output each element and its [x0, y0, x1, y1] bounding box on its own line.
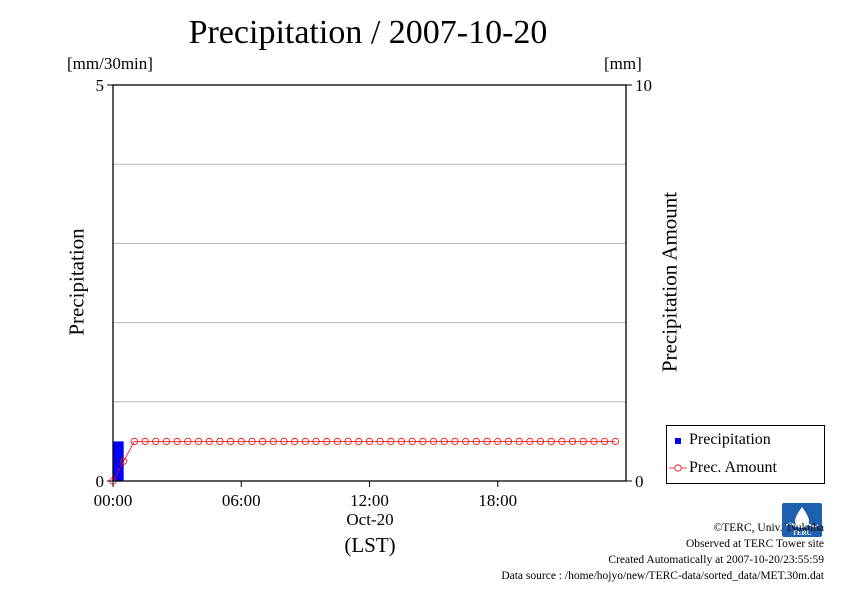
amount-point [259, 437, 267, 445]
amount-point [216, 437, 224, 445]
amount-point [120, 457, 128, 465]
amount-point [269, 437, 277, 445]
right-y-tick-label: 0 [635, 472, 644, 491]
amount-point [248, 437, 256, 445]
x-tick-label: 12:00 [350, 491, 389, 510]
amount-point [590, 437, 598, 445]
amount-point [483, 437, 491, 445]
amount-point [333, 437, 342, 445]
axis-ticks [107, 84, 632, 487]
credits: ©TERC, Univ. Tsukuba Observed at TERC To… [501, 520, 824, 584]
amount-point [558, 437, 566, 445]
amount-point [173, 437, 181, 445]
x-axis-date-label: Oct-20 [346, 510, 394, 529]
amount-point [462, 437, 470, 445]
amount-point [291, 437, 299, 445]
amount-point [376, 437, 384, 445]
x-tick-label: 06:00 [222, 491, 261, 510]
amount-point [130, 437, 138, 445]
chart-title: Precipitation / 2007-10-20 [188, 14, 548, 51]
amount-point [440, 437, 448, 445]
amount-point [152, 437, 160, 445]
right-y-tick-label: 10 [635, 76, 652, 95]
amount-markers [109, 437, 619, 485]
amount-point [504, 437, 513, 445]
amount-point [387, 437, 395, 445]
amount-point [494, 437, 502, 445]
amount-point [472, 437, 480, 445]
amount-line-path [112, 440, 616, 482]
amount-point [323, 437, 331, 445]
amount-point [611, 437, 619, 445]
gridlines [113, 163, 626, 403]
legend-amount-swatch [669, 464, 687, 472]
amount-point [205, 437, 213, 445]
amount-point [280, 437, 288, 445]
left-axis-unit: [mm/30min] [67, 54, 153, 73]
legend: Precipitation Prec. Amount [666, 425, 825, 484]
amount-point [526, 437, 534, 445]
amount-point [344, 437, 352, 445]
amount-point [226, 437, 235, 445]
amount-line [112, 440, 616, 482]
terc-logo: TERC [782, 503, 822, 537]
x-tick-label: 18:00 [478, 491, 517, 510]
amount-point [365, 437, 374, 445]
plot-frame [112, 84, 627, 482]
amount-point [237, 437, 245, 445]
legend-amount-label: Prec. Amount [689, 459, 777, 476]
amount-point [451, 437, 459, 445]
amount-point [547, 437, 555, 445]
amount-point [194, 437, 203, 445]
amount-point [536, 437, 545, 445]
precipitation-bar [113, 441, 124, 481]
amount-point [568, 437, 577, 445]
right-axis-unit: [mm] [604, 54, 642, 73]
left-y-tick-label: 5 [96, 76, 105, 95]
logo-text: TERC [792, 529, 811, 537]
amount-point [301, 437, 309, 445]
amount-point [579, 437, 587, 445]
left-y-tick-label: 0 [96, 472, 105, 491]
source-text: Data source : /home/hojyo/new/TERC-data/… [501, 570, 824, 582]
amount-point [141, 437, 149, 445]
copyright-text: ©TERC, Univ. Tsukuba [713, 522, 824, 534]
x-axis-label: (LST) [344, 533, 396, 557]
amount-point [312, 437, 320, 445]
amount-point [601, 437, 609, 445]
amount-point [397, 437, 406, 445]
axis-tick-labels: 00:00 06:00 12:00 18:00 0 5 0 10 [94, 76, 652, 510]
amount-point [408, 437, 416, 445]
legend-precipitation-swatch [675, 438, 681, 444]
amount-point [419, 437, 427, 445]
observed-text: Observed at TERC Tower site [685, 538, 824, 550]
created-text: Created Automatically at 2007-10-20/23:5… [608, 554, 824, 566]
amount-point [430, 437, 438, 445]
amount-point [515, 437, 523, 445]
x-tick-label: 00:00 [94, 491, 133, 510]
precipitation-bars [113, 441, 124, 481]
legend-precipitation-label: Precipitation [689, 431, 771, 448]
amount-point [184, 437, 192, 445]
amount-point [355, 437, 363, 445]
amount-point [162, 437, 171, 445]
